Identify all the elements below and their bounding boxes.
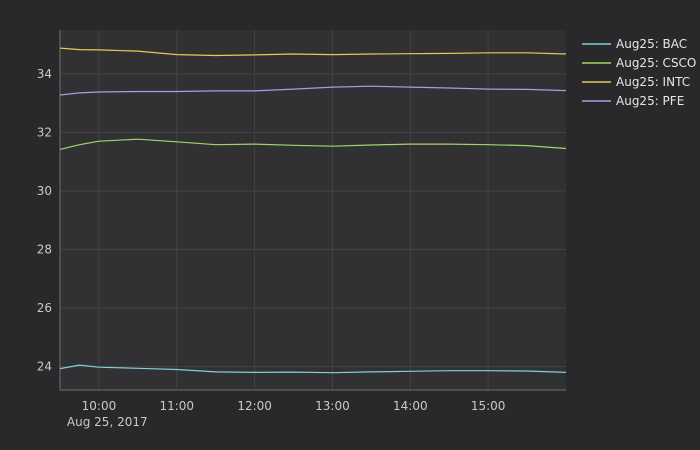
series-line <box>59 47 567 57</box>
axes: 24 26 28 30 32 34 10:00 11:00 12:00 13:00 14:00 15:… <box>37 30 566 413</box>
legend-label: Aug25: INTC <box>616 75 690 89</box>
legend-label: Aug25: PFE <box>616 94 684 108</box>
y-tick-label: 24 <box>37 360 52 374</box>
y-tick-label: 30 <box>37 184 52 198</box>
x-tick-label: 11:00 <box>159 399 194 413</box>
y-tick-label: 26 <box>37 301 52 315</box>
x-tick-label: 12:00 <box>237 399 272 413</box>
legend-label: Aug25: CSCO <box>616 56 696 70</box>
grid-lines <box>60 30 566 390</box>
x-tick-label: 10:00 <box>82 399 117 413</box>
series-line <box>59 364 567 374</box>
y-tick-label: 32 <box>37 125 52 139</box>
legend: Aug25: BAC Aug25: CSCO Aug25: INTC Aug25: P… <box>582 37 696 108</box>
legend-label: Aug25: BAC <box>616 37 687 51</box>
series-line <box>59 138 567 150</box>
plot-area <box>60 30 566 390</box>
x-tick-label: 14:00 <box>393 399 428 413</box>
x-tick-label: 15:00 <box>471 399 506 413</box>
x-tick-label: 13:00 <box>315 399 350 413</box>
y-tick-label: 28 <box>37 243 52 257</box>
y-tick-label: 34 <box>37 67 52 81</box>
series-lines <box>59 47 567 374</box>
series-line <box>59 85 567 96</box>
x-axis-date-label: Aug 25, 2017 <box>67 415 148 429</box>
